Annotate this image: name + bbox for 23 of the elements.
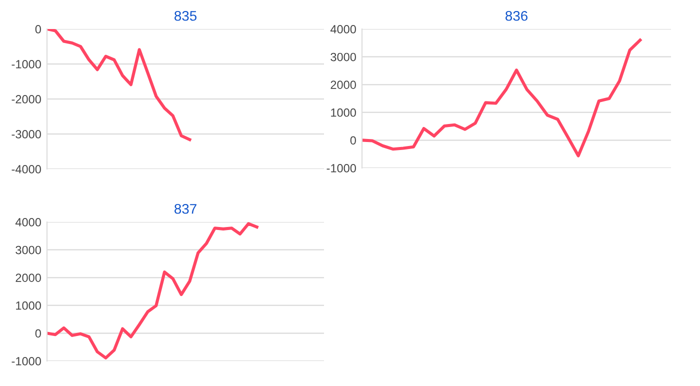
y-tick-label: 0 xyxy=(35,25,41,34)
y-tick-label: 2000 xyxy=(330,80,356,89)
y-tick-label: 2000 xyxy=(16,274,41,282)
y-tick-label: -1000 xyxy=(12,357,41,366)
y-tick-label: 4000 xyxy=(330,25,356,34)
line-series xyxy=(47,222,258,360)
y-tick-label: -3000 xyxy=(12,130,41,138)
y-tick-label: 4000 xyxy=(15,218,41,226)
y-tick-label: -4000 xyxy=(12,165,41,174)
y-tick-label: 0 xyxy=(350,136,356,145)
y-tick-label: -1000 xyxy=(12,60,41,68)
chart-title: 837 xyxy=(174,204,196,214)
chart-title: 835 xyxy=(174,10,197,21)
line-series xyxy=(362,38,642,158)
y-tick-label: 3000 xyxy=(330,52,356,62)
y-tick-label: 1000 xyxy=(16,301,41,310)
y-tick-label: 3000 xyxy=(16,246,41,254)
y-tick-label: -1000 xyxy=(326,164,356,172)
y-tick-label: 1000 xyxy=(331,108,356,117)
chart-title: 836 xyxy=(506,10,528,21)
line-series xyxy=(47,29,192,142)
y-tick-label: -2000 xyxy=(12,95,41,104)
y-tick-label: 0 xyxy=(35,329,41,338)
